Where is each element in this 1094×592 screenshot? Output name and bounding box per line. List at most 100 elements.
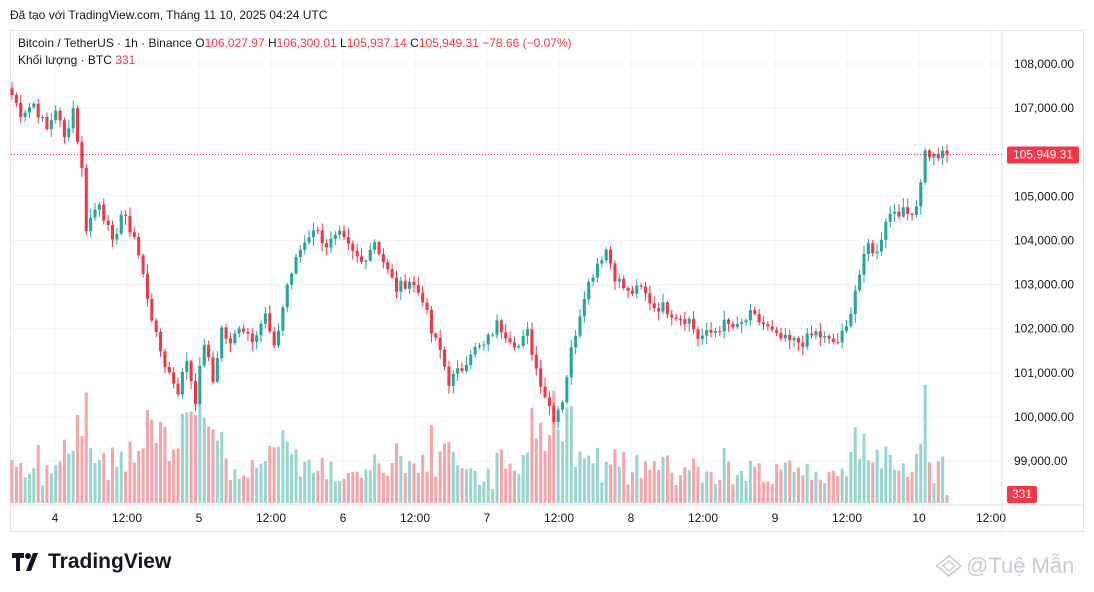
candle-body [512,342,516,348]
volume-bar [678,475,683,503]
volume-bar [788,460,792,503]
candle-body [242,328,246,332]
candle-body [722,319,726,332]
candle-body [132,232,136,237]
candle-body [159,331,163,352]
candle-body [530,329,534,355]
tradingview-logo-icon [12,553,38,571]
candle-body [316,230,320,232]
volume-bar [866,460,870,503]
candle-body [801,342,805,347]
volume-bar [670,472,674,503]
volume-bar [403,473,407,503]
candle-body [416,285,420,293]
volume-bar [735,474,739,503]
candle-body [342,230,346,238]
candle-body [914,206,918,215]
candle-body [106,220,110,226]
candle-body [805,333,809,347]
watermark-text: @Tuệ Mẫn [966,553,1075,578]
volume-bar [416,472,420,503]
tradingview-logo[interactable]: TradingView [12,550,171,574]
candle-body [443,349,447,367]
candle-body [635,285,639,294]
volume-bar [844,476,849,503]
volume-bar [233,469,237,503]
candle-body [683,319,687,324]
volume-bar [823,483,827,503]
candle-body [473,346,477,355]
volume-bar [421,454,425,503]
candle-body [381,254,385,263]
volume-bar [137,450,141,503]
author-watermark: @Tuệ Mẫn [936,553,1074,579]
volume-bar [731,484,735,503]
volume-bar [941,456,945,503]
candle-body [775,329,779,333]
volume-bars [10,384,949,503]
created-caption: Đã tạo với TradingView.com, Tháng 11 10,… [10,8,328,22]
volume-bar [294,449,298,503]
volume-label[interactable]: Khối lượng · BTC [18,53,112,67]
volume-bar [316,470,320,503]
volume-bar [491,488,495,503]
chart-legend: Bitcoin / TetherUS · 1h · Binance O106,0… [18,35,572,69]
candle-body [526,329,530,336]
volume-bar [460,468,464,503]
candle-body [281,307,285,331]
candle-body [259,323,263,336]
volume-bar [923,384,927,503]
candle-body [508,338,512,343]
volume-bar [565,407,569,503]
volume-bar [41,485,45,503]
volume-bar [360,477,364,503]
change-value: −78.66 (−0.07%) [482,36,572,50]
candle-body [818,331,822,338]
candle-body [14,94,18,104]
volume-bar [76,415,80,503]
volume-bar [364,469,368,503]
volume-bar [862,433,866,503]
volume-bar [486,468,490,503]
candle-body [49,120,53,130]
candle-body [827,336,831,339]
chart-frame[interactable] [10,30,1084,532]
candle-body [220,327,224,359]
volume-bar [604,461,608,503]
volume-bar [346,472,350,503]
symbol-label[interactable]: Bitcoin / TetherUS · 1h · Binance [18,36,192,50]
candle-body [390,269,394,278]
volume-bar [399,455,403,503]
candle-body [351,243,355,251]
candle-body [272,331,276,346]
volume-bar [796,467,800,503]
volume-bar [14,466,18,503]
volume-bar [97,459,101,503]
volume-bar [377,463,381,503]
candle-body [215,358,219,382]
volume-bar [373,454,377,503]
volume-bar [338,481,342,503]
open-value: 106,027.97 [204,36,265,50]
ohlc-row: Bitcoin / TetherUS · 1h · Binance O106,0… [18,35,572,52]
candle-body [849,313,853,327]
candle-body [626,288,630,291]
candle-body [678,319,683,321]
y-tick-label: 108,000.00 [1014,57,1074,71]
volume-bar [722,448,726,503]
candle-body [97,204,101,210]
high-value: 106,300.01 [276,36,337,50]
candle-body [888,213,892,222]
candle-body [469,354,473,365]
candle-body [901,207,905,217]
volume-bar [242,475,246,503]
candle-body [731,323,735,328]
price-badge-text: 105,949.31 [1013,147,1073,161]
volume-bar [574,466,578,503]
candle-body [495,320,499,335]
candle-body [329,238,333,248]
candle-body [71,108,75,129]
x-tick-label: 10 [912,511,926,525]
candle-body [325,243,329,248]
